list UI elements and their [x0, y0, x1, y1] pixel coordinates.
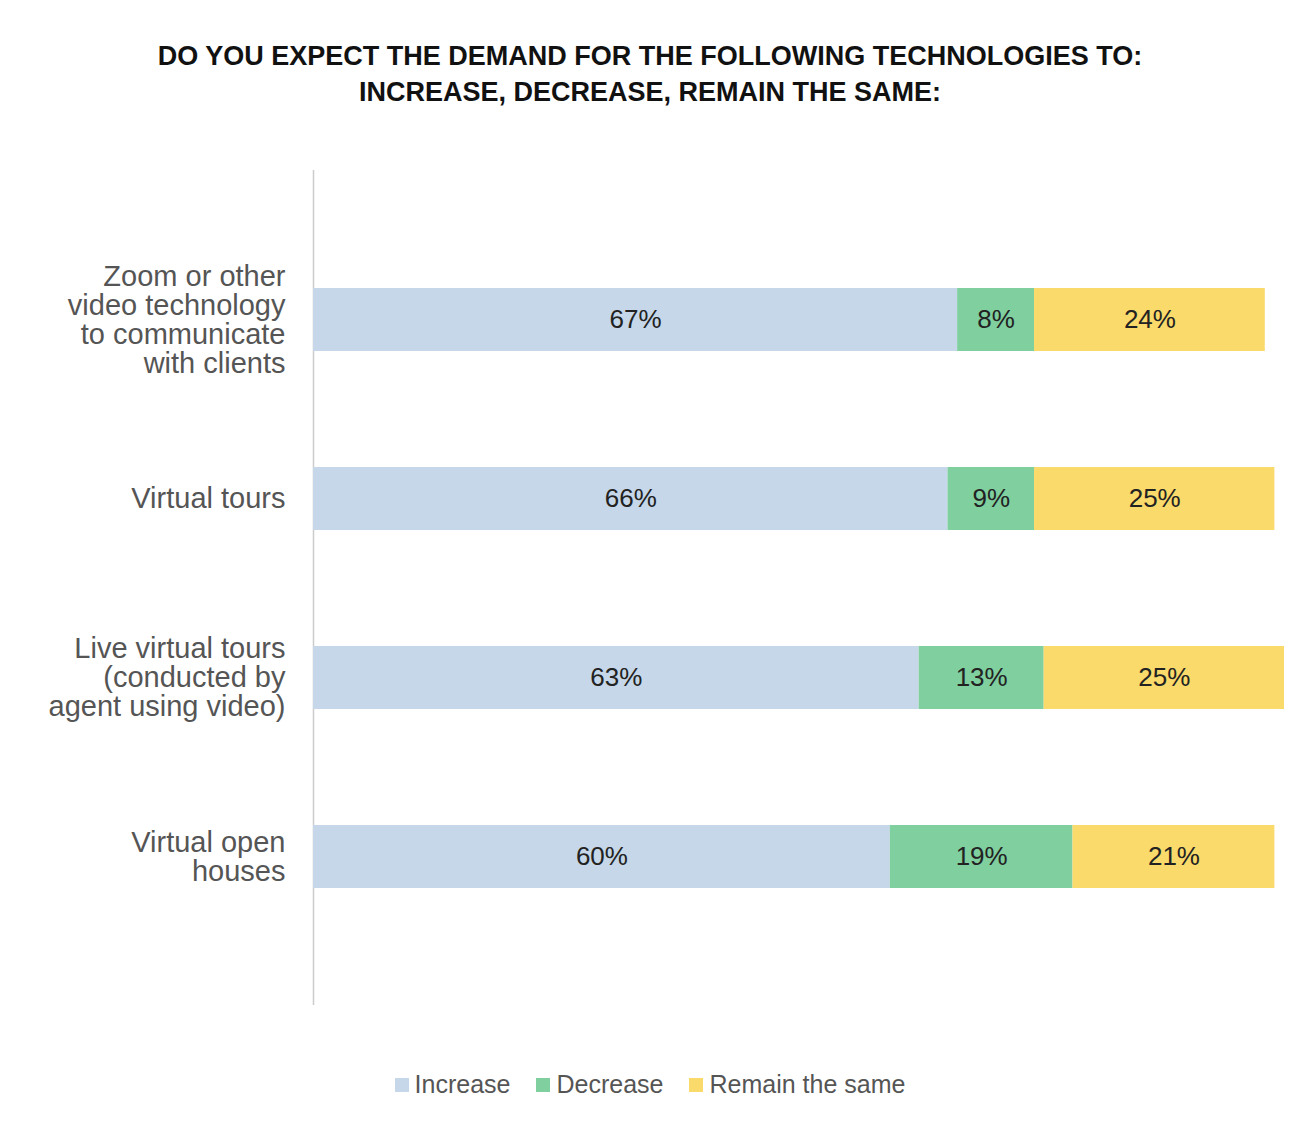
svg-text:25%: 25% — [1138, 662, 1190, 692]
svg-text:25%: 25% — [1129, 483, 1181, 513]
html-text:Remain the same: Remain the same — [709, 1070, 906, 1098]
html-text:DO YOU EXPECT THE DEMAND FOR T: DO YOU EXPECT THE DEMAND FOR THE FOLLOWI… — [157, 41, 1143, 107]
svg-text:66%: 66% — [605, 483, 657, 513]
svg-text:Live virtual tours(conducted b: Live virtual tours(conducted byagent usi… — [49, 632, 286, 722]
svg-text:63%: 63% — [590, 662, 642, 692]
svg-text:13%: 13% — [956, 662, 1008, 692]
html-text:Increase: Increase — [414, 1070, 511, 1098]
svg-text:8%: 8% — [977, 304, 1015, 334]
svg-text:60%: 60% — [576, 841, 628, 871]
svg-text:Virtual tours: Virtual tours — [131, 482, 285, 514]
html-text:Decrease: Decrease — [556, 1070, 664, 1098]
svg-text:Zoom or othervideo technologyt: Zoom or othervideo technologyto communic… — [68, 260, 286, 379]
svg-text:67%: 67% — [610, 304, 662, 334]
svg-text:21%: 21% — [1148, 841, 1200, 871]
svg-text:9%: 9% — [972, 483, 1010, 513]
svg-text:Virtual openhouses: Virtual openhouses — [131, 826, 285, 887]
svg-text:24%: 24% — [1124, 304, 1176, 334]
svg-text:19%: 19% — [956, 841, 1008, 871]
